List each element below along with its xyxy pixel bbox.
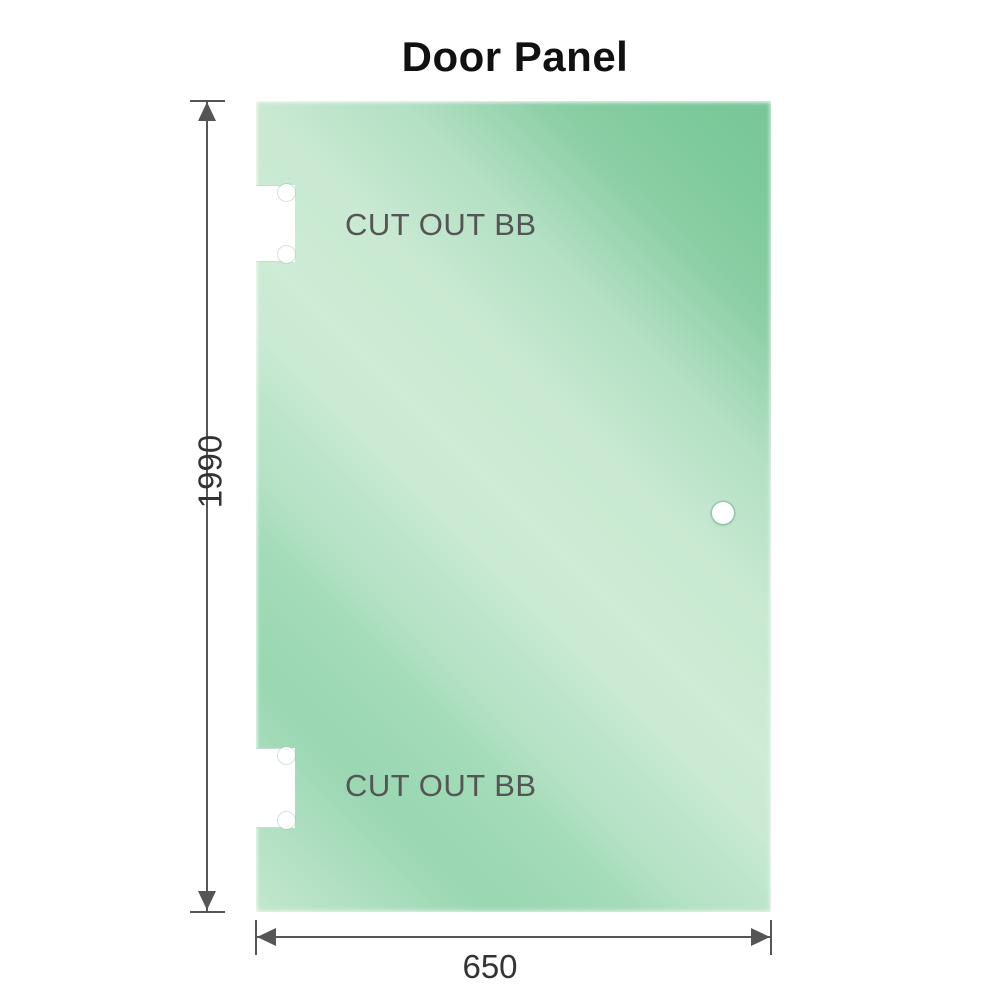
cutout-notch-top	[256, 184, 295, 263]
handle-hole	[712, 502, 734, 524]
height-extension-tick-bottom	[190, 911, 225, 913]
cutout-top-lobe-lower-icon	[278, 246, 295, 263]
width-dimension-line	[257, 936, 770, 938]
width-extension-tick-right	[770, 920, 772, 955]
glass-sheen	[256, 101, 771, 912]
cutout-bottom-lobe-lower-icon	[278, 812, 295, 829]
height-arrow-up-icon	[198, 102, 216, 121]
width-extension-tick-left	[255, 920, 257, 955]
width-dimension-label: 650	[462, 948, 518, 985]
height-dimension-line	[206, 102, 208, 911]
height-arrow-down-icon	[198, 891, 216, 910]
cutout-bottom-label: CUT OUT BB	[345, 768, 537, 803]
glass-surface	[256, 101, 771, 912]
glass-corner-shading	[256, 101, 771, 912]
glass-reflection-bands	[256, 101, 771, 912]
cutout-top-lobe-upper-icon	[278, 184, 295, 201]
height-extension-tick-top	[190, 100, 225, 102]
cutout-bottom-spine	[282, 755, 295, 821]
glass-panel: CUT OUT BB CUT OUT BB	[256, 101, 771, 912]
cutout-top-label: CUT OUT BB	[345, 207, 537, 242]
width-arrow-left-icon	[257, 928, 276, 946]
width-arrow-right-icon	[751, 928, 770, 946]
page-title: Door Panel	[401, 33, 629, 80]
cutout-top-spine	[282, 192, 295, 255]
cutout-notch-bottom	[256, 747, 295, 829]
cutout-bottom-lobe-upper-icon	[278, 747, 295, 764]
height-dimension-label: 1990	[191, 434, 229, 509]
